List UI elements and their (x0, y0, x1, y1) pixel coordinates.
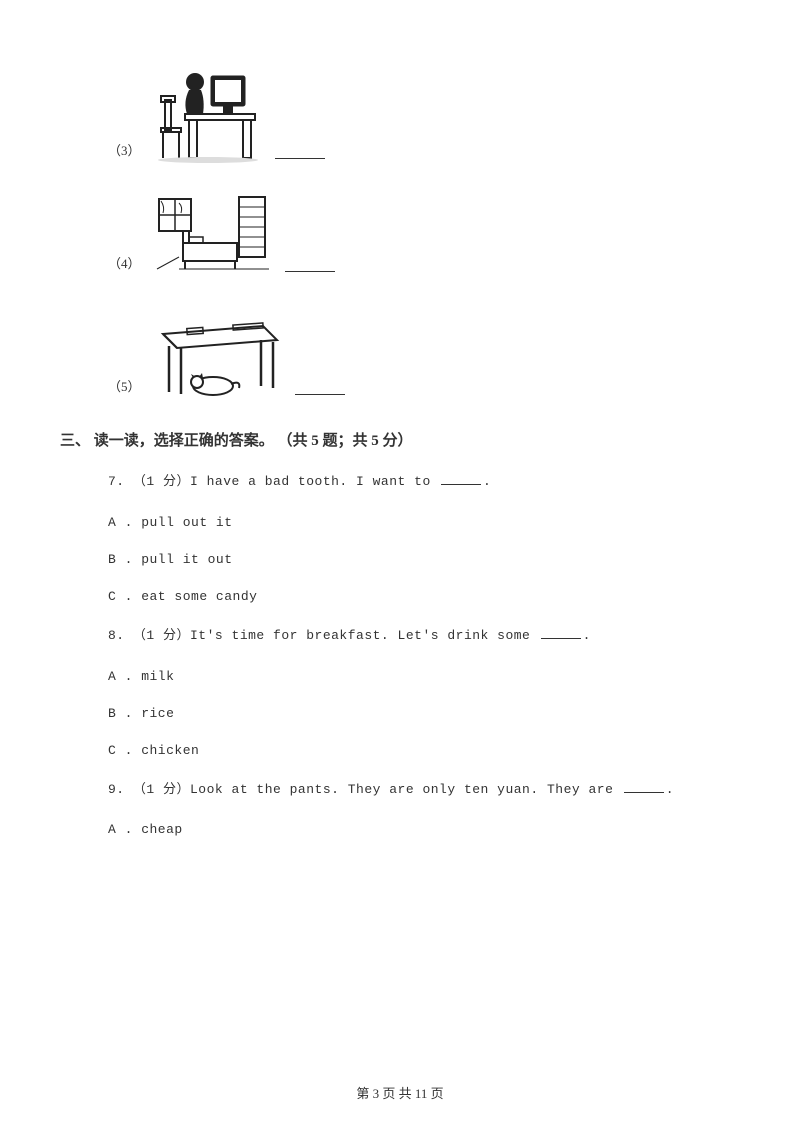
q9-stem-b: . (666, 782, 674, 797)
q9-stem-a: 9. （1 分）Look at the pants. They are only… (108, 782, 622, 797)
q7-blank[interactable] (441, 484, 481, 485)
answer-blank-4[interactable] (285, 271, 335, 272)
answer-blank-5[interactable] (295, 394, 345, 395)
illustration-table-cat (153, 306, 283, 401)
q8-option-b[interactable]: B . rice (108, 706, 740, 721)
q7-stem-b: . (483, 474, 491, 489)
image-question-5: （5） (108, 306, 740, 401)
section-3-title: 三、 读一读，选择正确的答案。 （共 5 题；共 5 分） (60, 429, 740, 450)
image-question-3: （3） (108, 60, 740, 165)
item-number-3: （3） (108, 140, 141, 159)
q7-option-b[interactable]: B . pull it out (108, 552, 740, 567)
image-question-4: （4） (108, 193, 740, 278)
q7-stem-a: 7. （1 分）I have a bad tooth. I want to (108, 474, 439, 489)
q8-stem-a: 8. （1 分）It's time for breakfast. Let's d… (108, 628, 539, 643)
question-8: 8. （1 分）It's time for breakfast. Let's d… (108, 626, 740, 647)
q8-option-a[interactable]: A . milk (108, 669, 740, 684)
q8-stem-b: . (583, 628, 591, 643)
item-number-4: （4） (108, 253, 141, 272)
illustration-computer-desk (153, 60, 263, 165)
illustration-bedroom (153, 193, 273, 278)
q7-option-a[interactable]: A . pull out it (108, 515, 740, 530)
answer-blank-3[interactable] (275, 158, 325, 159)
q9-blank[interactable] (624, 792, 664, 793)
item-number-5: （5） (108, 376, 141, 395)
page-footer: 第 3 页 共 11 页 (0, 1083, 800, 1102)
question-7: 7. （1 分）I have a bad tooth. I want to . (108, 472, 740, 493)
q8-blank[interactable] (541, 638, 581, 639)
q9-option-a[interactable]: A . cheap (108, 822, 740, 837)
q7-option-c[interactable]: C . eat some candy (108, 589, 740, 604)
question-9: 9. （1 分）Look at the pants. They are only… (108, 780, 740, 801)
q8-option-c[interactable]: C . chicken (108, 743, 740, 758)
